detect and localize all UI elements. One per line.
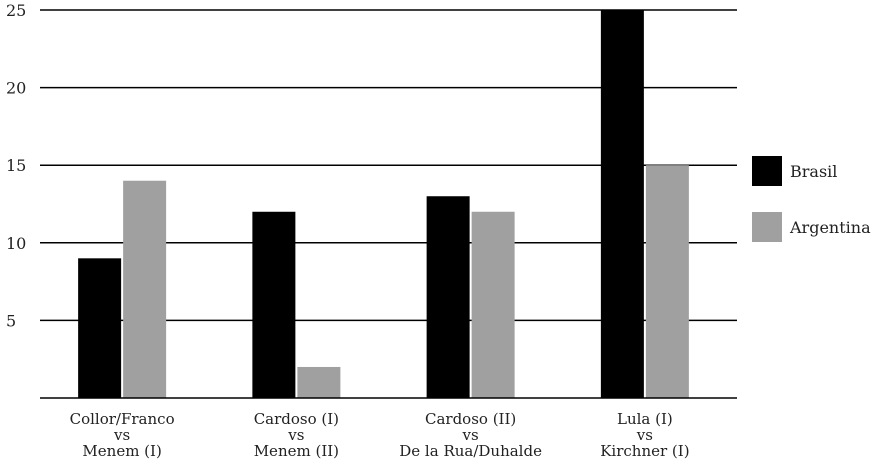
legend-label-argentina: Argentina [789, 218, 871, 237]
x-tick-label: Cardoso (II) [425, 410, 516, 428]
bar-argentina [123, 180, 167, 398]
y-tick-label: 25 [6, 1, 26, 20]
y-tick-label: 15 [6, 156, 26, 175]
x-tick-label: Menem (I) [82, 442, 161, 460]
x-tick-label: De la Rua/Duhalde [399, 442, 542, 460]
x-tick-label: vs [113, 426, 130, 444]
bar-brasil [600, 10, 644, 398]
bars [78, 10, 689, 398]
y-axis: 5 10 15 20 25 [6, 1, 26, 330]
bar-argentina [297, 366, 341, 398]
y-tick-label: 10 [6, 234, 26, 253]
bar-brasil [78, 258, 122, 398]
legend-swatch-brasil [752, 156, 782, 186]
x-tick-label: vs [636, 426, 653, 444]
bar-brasil [426, 196, 470, 398]
legend: Brasil Argentina [752, 156, 871, 242]
bar-argentina [471, 211, 515, 398]
x-tick-label: Kirchner (I) [600, 442, 689, 460]
legend-swatch-argentina [752, 212, 782, 242]
x-tick-label: Cardoso (I) [254, 410, 339, 428]
bar-brasil [252, 211, 296, 398]
x-tick-label: Menem (II) [254, 442, 339, 460]
y-tick-label: 20 [6, 79, 26, 98]
y-tick-label: 5 [6, 311, 16, 330]
x-tick-label: Collor/Franco [70, 410, 175, 428]
x-tick-label: vs [462, 426, 479, 444]
x-tick-label: Lula (I) [617, 410, 673, 428]
x-tick-label: vs [287, 426, 304, 444]
bar-argentina [645, 165, 689, 398]
legend-label-brasil: Brasil [790, 162, 837, 181]
